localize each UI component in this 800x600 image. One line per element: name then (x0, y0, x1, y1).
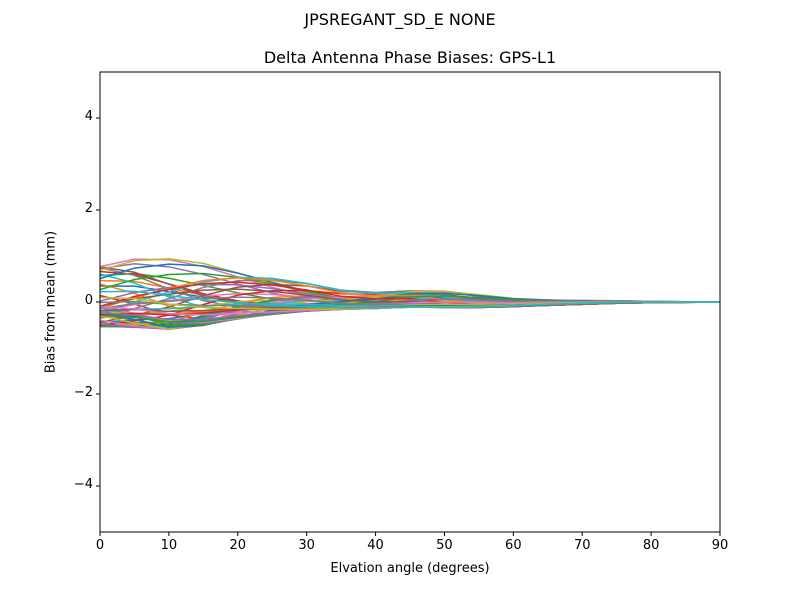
y-tick-label: 4 (84, 109, 93, 124)
x-tick-label: 0 (95, 538, 105, 553)
x-tick-label: 30 (298, 538, 315, 553)
y-tick-label: −4 (73, 477, 93, 492)
x-tick-label: 40 (367, 538, 384, 553)
x-tick-label: 60 (505, 538, 522, 553)
x-tick-label: 90 (711, 538, 729, 553)
x-tick-label: 50 (436, 538, 453, 553)
y-tick-label: 0 (84, 293, 93, 308)
chart-title: Delta Antenna Phase Biases: GPS-L1 (263, 48, 557, 67)
figure-suptitle: JPSREGANT_SD_E NONE (304, 10, 496, 29)
y-tick-label: 2 (84, 201, 93, 216)
x-tick-label: 70 (573, 538, 591, 553)
x-axis-label: Elvation angle (degrees) (330, 561, 490, 576)
x-tick-label: 20 (229, 538, 247, 553)
data-series-line (99, 290, 721, 309)
y-axis-label: Bias from mean (mm) (43, 230, 59, 374)
axis-ticks (96, 117, 721, 536)
y-tick-label: −2 (73, 385, 93, 400)
data-series-lines (99, 258, 721, 330)
x-tick-label: 10 (160, 538, 178, 553)
x-tick-label: 80 (642, 538, 660, 553)
